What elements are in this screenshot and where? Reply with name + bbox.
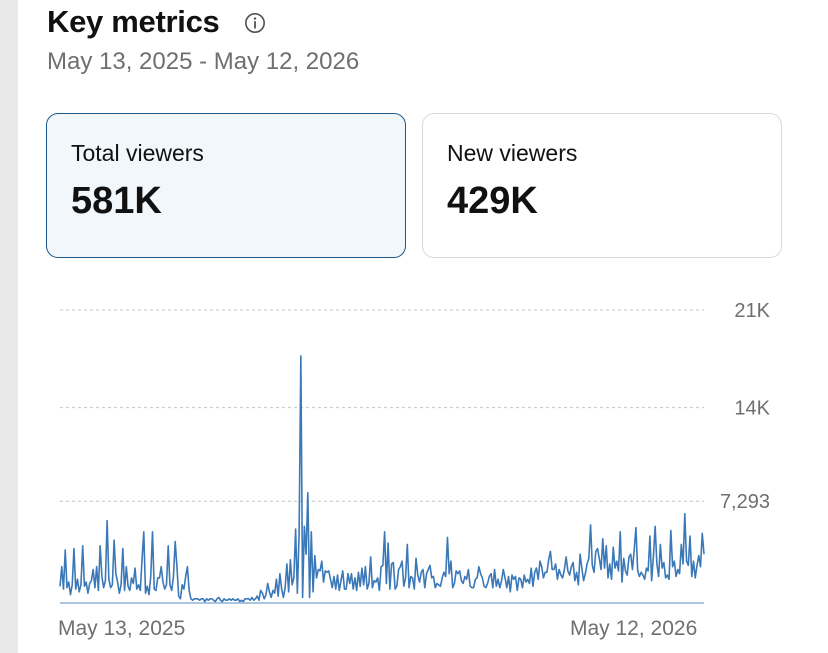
y-tick-label: 7,293: [720, 491, 770, 513]
metric-value: 429K: [447, 180, 538, 222]
x-axis-start-label: May 13, 2025: [58, 617, 186, 640]
page-title: Key metrics: [47, 4, 220, 39]
viewers-line-chart[interactable]: 21K 14K 7,293: [18, 280, 828, 653]
metric-label: Total viewers: [71, 140, 204, 166]
new-viewers-tile[interactable]: New viewers 429K: [422, 113, 782, 258]
viewers-series-line: [59, 355, 705, 603]
info-icon[interactable]: [244, 12, 266, 34]
key-metrics-card: Key metrics May 13, 2025 - May 12, 2026 …: [18, 0, 828, 653]
total-viewers-tile[interactable]: Total viewers 581K: [46, 113, 406, 258]
y-tick-label: 21K: [734, 300, 770, 322]
date-range[interactable]: May 13, 2025 - May 12, 2026: [47, 48, 360, 75]
x-axis-end-label: May 12, 2026: [570, 617, 698, 640]
y-tick-label: 14K: [734, 398, 770, 420]
metric-label: New viewers: [447, 140, 578, 166]
metric-value: 581K: [71, 180, 162, 222]
